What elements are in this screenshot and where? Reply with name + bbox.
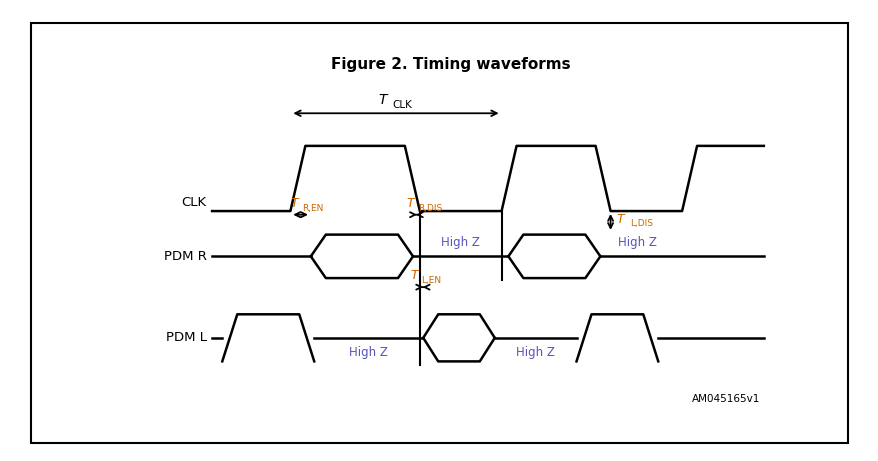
Text: High Z: High Z xyxy=(618,236,657,249)
Text: Figure 2. Timing waveforms: Figure 2. Timing waveforms xyxy=(330,57,570,72)
Text: AM045165v1: AM045165v1 xyxy=(691,394,759,404)
Text: High Z: High Z xyxy=(441,236,479,249)
Text: CLK: CLK xyxy=(181,195,206,208)
Text: R,EN: R,EN xyxy=(302,204,323,213)
Text: $\mathit{T}$: $\mathit{T}$ xyxy=(615,213,626,226)
Text: PDM R: PDM R xyxy=(163,250,206,263)
Text: PDM L: PDM L xyxy=(165,331,206,344)
Text: $\mathit{T}$: $\mathit{T}$ xyxy=(406,197,416,210)
Text: R,DIS: R,DIS xyxy=(417,204,442,213)
Text: $\mathit{T}$: $\mathit{T}$ xyxy=(378,93,389,107)
Text: L,EN: L,EN xyxy=(421,276,441,285)
Text: CLK: CLK xyxy=(392,100,412,110)
Text: $\mathit{T}$: $\mathit{T}$ xyxy=(409,269,420,283)
Text: $\mathit{T}$: $\mathit{T}$ xyxy=(290,197,300,210)
Text: L,DIS: L,DIS xyxy=(629,219,651,228)
Text: High Z: High Z xyxy=(515,346,554,359)
Text: High Z: High Z xyxy=(349,346,388,359)
